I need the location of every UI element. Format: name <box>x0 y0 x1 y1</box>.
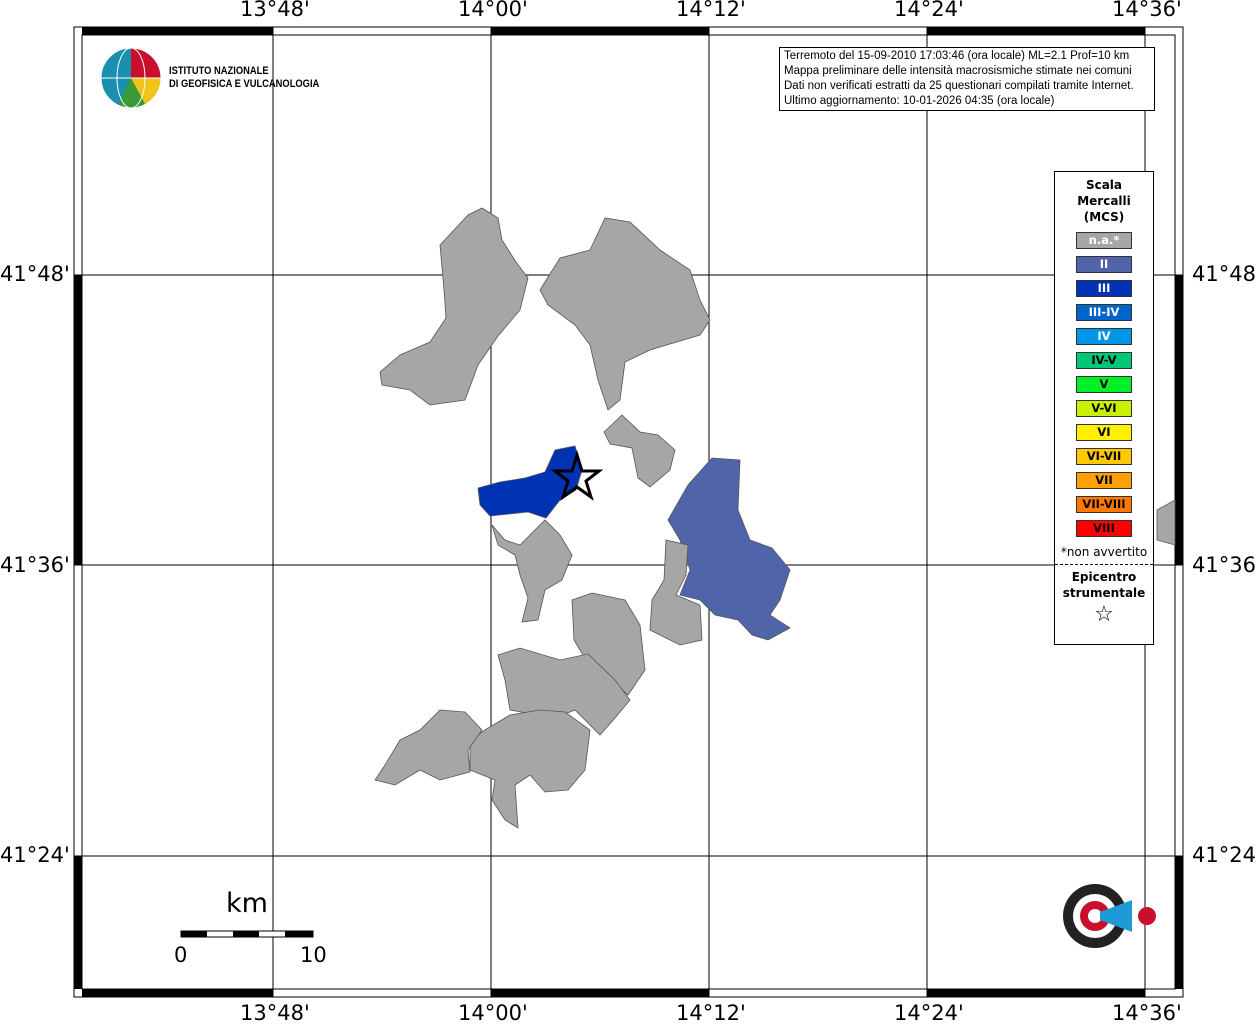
info-line: Terremoto del 15-09-2010 17:03:46 (ora l… <box>784 50 1130 62</box>
lat-tick-right: 41°36' <box>1192 553 1256 577</box>
mcs-legend: Scala Mercalli (MCS) n.a.* II III III-IV IV IV-… <box>1054 171 1154 645</box>
legend-swatch: n.a.* <box>1076 232 1132 249</box>
lon-tick-bottom: 14°24' <box>894 1001 964 1025</box>
lon-tick-bottom: 14°00' <box>458 1001 528 1025</box>
lon-tick-top: 14°12' <box>676 0 746 21</box>
map-frame <box>73 26 1184 998</box>
municipality-na <box>539 217 711 411</box>
lon-tick-top: 13°48' <box>240 0 310 21</box>
ingv-logo-icon <box>100 47 162 109</box>
legend-swatch: VI <box>1076 424 1132 441</box>
lon-tick-top: 14°36' <box>1112 0 1182 21</box>
legend-title: Scala Mercalli (MCS) <box>1077 178 1131 224</box>
scale-max: 10 <box>300 943 327 967</box>
grid-lines <box>74 27 1183 997</box>
legend-divider <box>1055 564 1153 565</box>
lat-tick-left: 41°36' <box>0 553 70 577</box>
info-line: Dati non verificati estratti da 25 quest… <box>784 80 1134 92</box>
legend-swatch: IV <box>1076 328 1132 345</box>
legend-note: *non avvertito <box>1060 545 1148 559</box>
municipality-na <box>491 519 573 623</box>
municipality-ii <box>667 457 791 641</box>
legend-swatch: III <box>1076 280 1132 297</box>
municipality-na <box>603 414 676 488</box>
event-info-box: Terremoto del 15-09-2010 17:03:46 (ora l… <box>779 47 1155 111</box>
legend-swatch: VI-VII <box>1076 448 1132 465</box>
lon-tick-top: 14°24' <box>894 0 964 21</box>
lon-tick-bottom: 13°48' <box>240 1001 310 1025</box>
municipality-na <box>571 592 646 696</box>
star-icon: ☆ <box>1094 602 1114 627</box>
lat-tick-left: 41°24' <box>0 843 70 867</box>
lon-tick-bottom: 14°12' <box>676 1001 746 1025</box>
legend-swatch: VII <box>1076 472 1132 489</box>
legend-swatch: V <box>1076 376 1132 393</box>
epicenter-star-icon <box>550 449 604 501</box>
legend-swatch: VII-VIII <box>1076 496 1132 513</box>
lat-tick-left: 41°48' <box>0 262 70 286</box>
legend-swatch: III-IV <box>1076 304 1132 321</box>
legend-swatch: IV-V <box>1076 352 1132 369</box>
scale-min: 0 <box>174 943 188 967</box>
municipality-na <box>1156 499 1176 546</box>
lat-tick-right: 41°48' <box>1192 262 1256 286</box>
terremoto-logo-icon <box>1063 884 1156 948</box>
legend-swatch: VIII <box>1076 520 1132 537</box>
scale-bar <box>180 930 314 938</box>
info-line: Mappa preliminare delle intensità macros… <box>784 65 1132 77</box>
municipality-na <box>374 709 483 786</box>
municipality-na <box>379 207 529 406</box>
legend-epicenter-label: Epicentro strumentale <box>1062 570 1146 600</box>
info-line: Ultimo aggiornamento: 10-01-2026 04:35 (… <box>784 95 1055 107</box>
municipalities <box>374 207 1176 829</box>
lat-tick-right: 41°24' <box>1192 843 1256 867</box>
scale-unit: km <box>226 888 268 919</box>
legend-swatches: n.a.* II III III-IV IV IV-V V V-VI VI VI-VII VII VI… <box>1055 232 1153 537</box>
municipality-na <box>649 539 703 646</box>
legend-swatch: II <box>1076 256 1132 273</box>
lon-tick-top: 14°00' <box>458 0 528 21</box>
legend-swatch: V-VI <box>1076 400 1132 417</box>
municipality-na <box>469 709 591 829</box>
ingv-logo-text: ISTITUTO NAZIONALE DI GEOFISICA E VULCAN… <box>169 65 320 90</box>
lon-tick-bottom: 14°36' <box>1112 1001 1182 1025</box>
municipality-iii <box>477 445 583 519</box>
